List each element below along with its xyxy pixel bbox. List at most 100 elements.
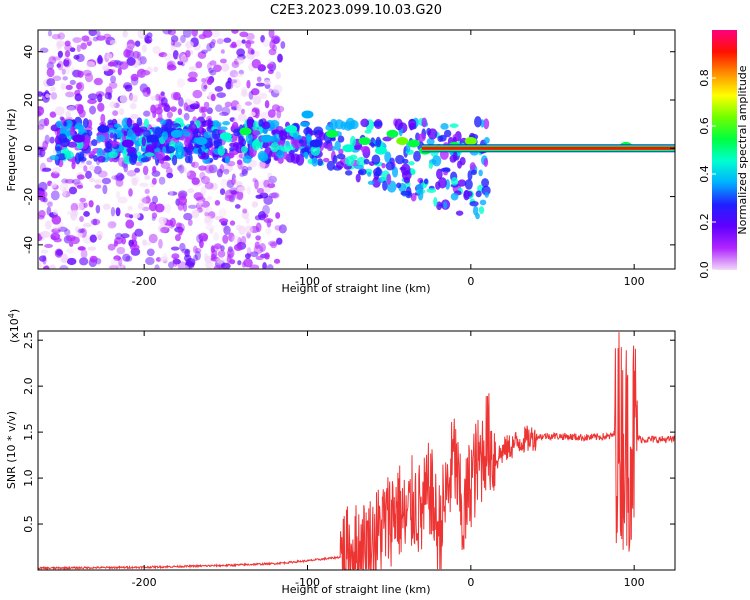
heatmap-cell — [129, 102, 137, 110]
heatmap-cell — [238, 135, 244, 146]
heatmap-cell — [107, 61, 115, 67]
heatmap-cell — [276, 150, 285, 159]
heatmap-cell — [214, 200, 221, 206]
heatmap-cell — [278, 224, 287, 234]
heatmap-cell — [68, 186, 78, 195]
heatmap-cell — [113, 123, 121, 128]
heatmap-cell — [62, 187, 67, 197]
heatmap-cell — [150, 104, 156, 114]
heatmap-cell — [240, 108, 245, 115]
heatmap-cell — [124, 84, 133, 92]
heatmap-cell — [64, 50, 71, 58]
heatmap-cell — [58, 133, 68, 144]
heatmap-cell — [276, 237, 283, 245]
heatmap-cell — [204, 215, 211, 224]
heatmap-cell — [220, 49, 225, 54]
heatmap-cell — [252, 130, 261, 136]
heatmap-cell — [73, 54, 80, 60]
heatmap-cell — [119, 61, 129, 70]
heatmap-cell — [228, 232, 235, 242]
heatmap-cell — [38, 262, 42, 268]
carrier-band-core — [421, 146, 675, 150]
heatmap-cell — [229, 220, 236, 226]
heatmap-cell — [61, 68, 66, 75]
heatmap-cell — [132, 213, 141, 219]
heatmap-cell — [59, 265, 69, 269]
heatmap-cell — [246, 166, 252, 171]
heatmap-cell — [198, 232, 209, 242]
heatmap-cell — [114, 174, 119, 181]
x-tick-label: -200 — [132, 576, 157, 589]
heatmap-cell — [204, 164, 214, 174]
heatmap-cell — [134, 140, 139, 145]
heatmap-cell — [187, 142, 193, 150]
heatmap-cell — [38, 106, 45, 116]
heatmap-cell — [71, 178, 81, 185]
heatmap-cell — [44, 264, 50, 269]
heatmap-cell — [438, 177, 447, 189]
heatmap-cell — [223, 168, 230, 175]
heatmap-cell — [203, 85, 208, 90]
heatmap-cell — [230, 106, 238, 111]
heatmap-cell — [38, 255, 47, 262]
heatmap-cell — [56, 40, 65, 48]
heatmap-cell — [234, 204, 241, 209]
heatmap-cell — [134, 228, 144, 237]
heatmap-cell — [139, 182, 149, 187]
heatmap-cell — [69, 79, 76, 86]
heatmap-cell — [449, 154, 457, 163]
heatmap-cell — [274, 225, 282, 231]
heatmap-cell — [48, 56, 57, 65]
heatmap-cell — [80, 249, 88, 259]
heatmap-cell — [166, 64, 177, 71]
heatmap-cell — [256, 76, 262, 83]
heatmap-cell — [50, 92, 58, 100]
heatmap-cell — [257, 150, 268, 162]
heatmap-cell — [261, 185, 271, 194]
heatmap-cell — [134, 40, 141, 47]
heatmap-cell — [176, 78, 186, 88]
heatmap-cell — [112, 110, 119, 116]
heatmap-cell — [203, 131, 212, 139]
heatmap-cell — [110, 206, 116, 217]
heatmap-blob — [195, 137, 208, 146]
heatmap-cell — [186, 170, 197, 180]
heatmap-cell — [135, 161, 143, 166]
heatmap-cell — [139, 56, 147, 65]
heatmap-cell — [402, 158, 409, 165]
heatmap-cell — [89, 234, 97, 243]
heatmap-cell — [214, 85, 224, 92]
heatmap-cell — [134, 167, 141, 173]
heatmap-cell — [262, 141, 269, 149]
heatmap-cell — [40, 230, 51, 238]
heatmap-cell — [231, 30, 239, 34]
heatmap-cell — [475, 190, 482, 198]
heatmap-cell — [172, 256, 179, 267]
heatmap-cell — [231, 177, 236, 185]
heatmap-cell — [130, 93, 138, 103]
heatmap-cell — [64, 44, 73, 52]
heatmap-cell — [213, 64, 222, 73]
heatmap-cell — [55, 249, 63, 256]
colorbar-label: Normalized spectral amplitude — [736, 65, 749, 234]
heatmap-cell — [245, 132, 253, 145]
spectrogram-y-ticks: -40 -20 0 20 40 — [22, 45, 675, 254]
heatmap-cell — [271, 130, 276, 136]
heatmap-cell — [187, 219, 193, 227]
heatmap-cell — [233, 243, 243, 252]
heatmap-cell — [219, 111, 229, 117]
heatmap-cell — [292, 132, 298, 140]
heatmap-cell — [409, 122, 416, 128]
heatmap-cell — [179, 166, 187, 174]
colorbar-tick-label: 0.0 — [698, 261, 711, 279]
heatmap-cell — [152, 165, 157, 174]
heatmap-cell — [42, 265, 50, 269]
heatmap-blob — [170, 129, 183, 138]
heatmap-cell — [65, 234, 76, 242]
heatmap-blob — [326, 129, 338, 138]
heatmap-cell — [179, 242, 186, 252]
heatmap-cell — [220, 262, 231, 269]
heatmap-cell — [220, 58, 227, 64]
heatmap-cell — [62, 76, 68, 81]
heatmap-cell — [234, 73, 244, 78]
